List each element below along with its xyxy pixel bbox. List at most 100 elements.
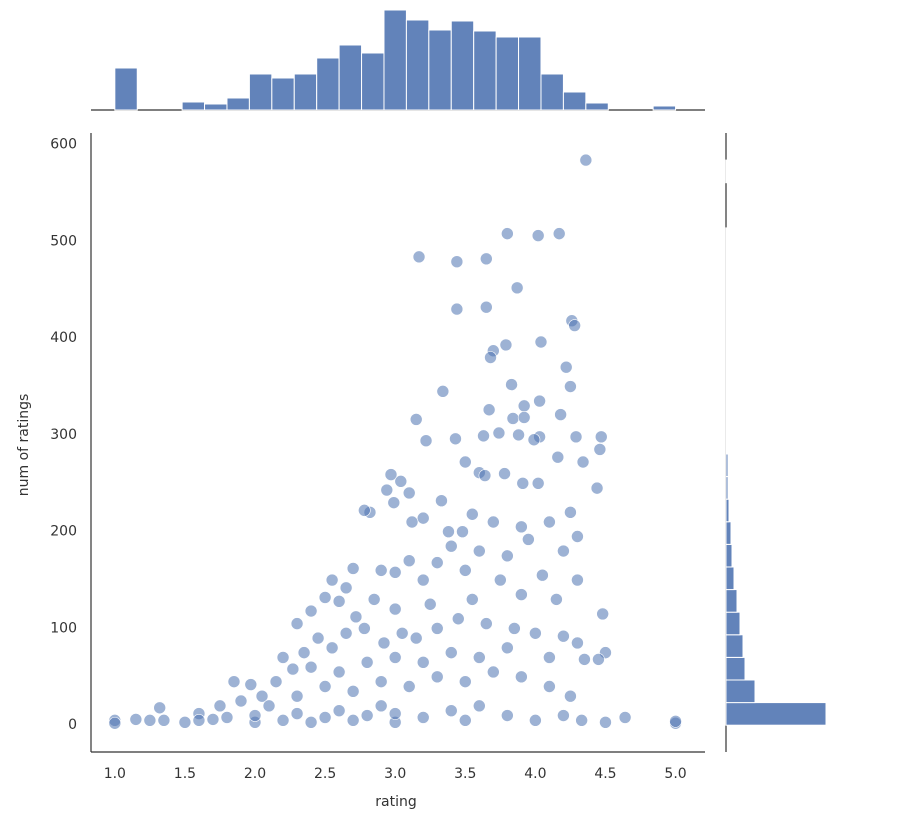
point — [599, 715, 612, 729]
y-axis-label: num of ratings — [16, 394, 32, 497]
point — [477, 429, 490, 443]
point — [458, 564, 472, 577]
point — [332, 595, 346, 608]
point — [527, 433, 541, 447]
point — [419, 434, 433, 448]
point — [522, 533, 535, 546]
point — [402, 486, 416, 500]
point — [473, 544, 486, 558]
point — [395, 626, 409, 640]
point — [430, 622, 444, 635]
hist-bar — [226, 97, 250, 111]
point — [531, 476, 545, 490]
point — [529, 626, 542, 640]
point — [384, 468, 398, 481]
point — [484, 351, 497, 364]
point — [360, 709, 374, 722]
point — [592, 653, 605, 666]
y-tick-label: 100 — [50, 620, 77, 636]
point — [465, 593, 479, 606]
y-tick-label: 0 — [68, 717, 77, 733]
point — [515, 520, 528, 534]
hist-bar — [562, 91, 587, 111]
point — [311, 631, 325, 645]
point — [423, 597, 437, 611]
point — [332, 665, 346, 679]
point — [536, 568, 549, 582]
point — [450, 255, 464, 268]
point — [551, 450, 565, 464]
hist-bar — [725, 317, 728, 342]
hist-bar — [725, 543, 733, 568]
hist-bar — [450, 20, 475, 111]
point — [318, 711, 332, 724]
point — [593, 443, 607, 456]
point — [512, 428, 525, 442]
point — [590, 481, 604, 495]
y-tick-label: 500 — [50, 233, 77, 249]
point — [346, 685, 360, 698]
point — [473, 699, 486, 713]
point — [442, 525, 455, 538]
point — [304, 604, 318, 618]
hist-bar — [405, 19, 430, 111]
point — [501, 641, 514, 655]
point — [533, 394, 546, 408]
point — [531, 229, 545, 242]
point — [510, 281, 524, 295]
point — [501, 709, 514, 722]
point — [213, 699, 227, 713]
point — [402, 680, 416, 693]
point — [377, 636, 391, 650]
x-tick-label: 3.0 — [384, 766, 406, 782]
point — [480, 617, 493, 630]
point — [332, 704, 346, 717]
point — [318, 591, 332, 604]
point — [234, 694, 248, 708]
hist-bar — [725, 453, 729, 478]
point — [220, 711, 234, 724]
x-tick-label: 3.5 — [454, 766, 476, 782]
point — [478, 469, 492, 482]
hist-bar — [725, 272, 728, 297]
point — [575, 714, 588, 727]
hist-bar — [725, 634, 744, 658]
point — [557, 544, 570, 558]
point — [227, 675, 241, 688]
hist-bar — [725, 340, 728, 365]
point — [494, 573, 507, 587]
point — [458, 714, 472, 727]
point — [534, 335, 548, 349]
point — [579, 153, 593, 167]
point — [569, 430, 583, 444]
hist-bar — [725, 363, 728, 387]
hist-bar — [518, 36, 542, 111]
point — [388, 602, 402, 616]
point — [444, 646, 458, 659]
point — [435, 494, 448, 508]
hist-bar — [725, 611, 741, 636]
point — [269, 675, 283, 688]
point — [349, 610, 363, 624]
point — [286, 662, 300, 676]
point — [346, 562, 360, 575]
x-tick-label: 2.0 — [244, 766, 266, 782]
point — [458, 675, 472, 688]
hist-bar — [181, 101, 206, 111]
point — [416, 711, 430, 724]
point — [571, 636, 584, 650]
hist-bar — [204, 103, 228, 111]
hist-bar — [725, 702, 827, 726]
point — [458, 455, 472, 469]
point — [405, 515, 419, 529]
point — [515, 670, 528, 684]
point — [157, 714, 171, 727]
point — [367, 593, 381, 606]
point — [244, 678, 258, 691]
point — [492, 426, 506, 440]
point — [409, 631, 423, 645]
hist-bar — [725, 566, 735, 591]
point — [374, 675, 388, 688]
y-tick-label: 300 — [50, 427, 77, 443]
point — [444, 704, 458, 717]
